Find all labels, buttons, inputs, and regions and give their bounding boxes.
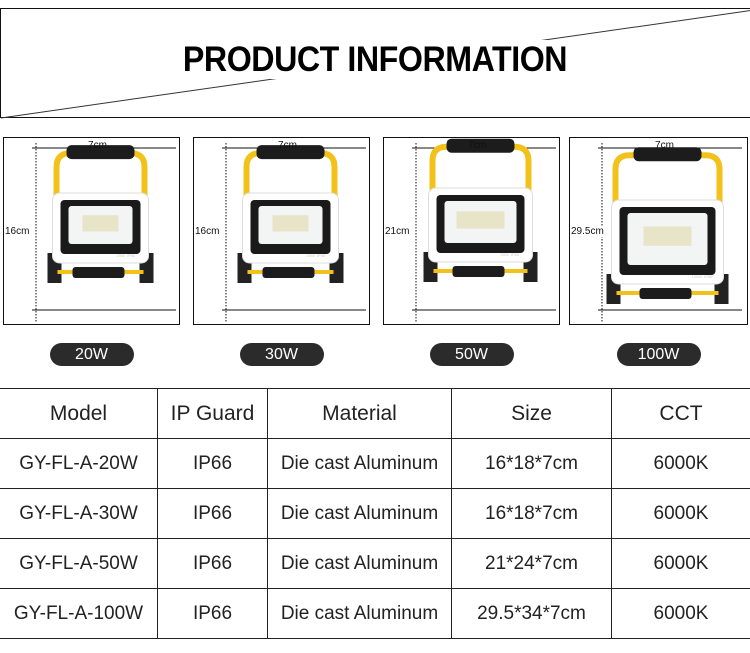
cell-ip-guard: IP66 xyxy=(157,488,268,539)
spec-table: Model IP Guard Material Size CCT GY-FL-A… xyxy=(0,388,750,639)
cell-ip-guard: IP66 xyxy=(157,588,268,639)
width-dimension: 7cm xyxy=(88,140,107,151)
floodlight-illustration xyxy=(32,143,176,322)
cell-material: Die cast Aluminum xyxy=(267,588,452,639)
col-model: Model xyxy=(0,388,158,439)
col-cct: CCT xyxy=(611,388,750,439)
height-dimension: 29.5cm xyxy=(571,226,604,237)
lamp-rating-label: 20W IP66 xyxy=(116,253,136,258)
page-title: PRODUCT INFORMATION xyxy=(30,40,720,80)
cell-cct: 6000K xyxy=(611,488,750,539)
power-badge-20w: 20W xyxy=(49,343,134,366)
product-image-100w: 7cm 29.5cm 100W IP66 xyxy=(569,137,748,325)
cell-material: Die cast Aluminum xyxy=(267,538,452,589)
product-image-30w: 7cm 16cm 30W IP66 xyxy=(193,137,370,325)
cell-model: GY-FL-A-20W xyxy=(0,438,158,489)
cell-cct: 6000K xyxy=(611,588,750,639)
floodlight-illustration xyxy=(412,138,556,322)
cell-size: 21*24*7cm xyxy=(451,538,612,589)
col-material: Material xyxy=(267,388,452,439)
lamp-rating-label: 100W IP66 xyxy=(691,274,713,279)
cell-material: Die cast Aluminum xyxy=(267,488,452,539)
power-badge-100w: 100W xyxy=(616,343,701,366)
width-dimension: 7cm xyxy=(655,140,674,151)
col-size: Size xyxy=(451,388,612,439)
col-ip-guard: IP Guard xyxy=(157,388,268,439)
cell-size: 29.5*34*7cm xyxy=(451,588,612,639)
table-row: GY-FL-A-20W IP66 Die cast Aluminum 16*18*7c… xyxy=(0,438,750,489)
cell-cct: 6000K xyxy=(611,538,750,589)
product-image-50w: 7cm 21cm 50W IP66 xyxy=(383,137,560,325)
height-dimension: 16cm xyxy=(195,226,220,237)
cell-size: 16*18*7cm xyxy=(451,438,612,489)
lamp-rating-label: 30W IP66 xyxy=(306,253,326,258)
cell-model: GY-FL-A-30W xyxy=(0,488,158,539)
table-row: GY-FL-A-30W IP66 Die cast Aluminum 16*18*7c… xyxy=(0,488,750,539)
cell-material: Die cast Aluminum xyxy=(267,438,452,489)
cell-ip-guard: IP66 xyxy=(157,538,268,589)
height-dimension: 21cm xyxy=(385,226,410,237)
product-image-20w: 7cm 16cm 20W IP66 xyxy=(3,137,180,325)
table-row: GY-FL-A-50W IP66 Die cast Aluminum 21*24*7c… xyxy=(0,538,750,589)
width-dimension: 7cm xyxy=(468,140,487,151)
cell-size: 16*18*7cm xyxy=(451,488,612,539)
power-badge-50w: 50W xyxy=(429,343,514,366)
cell-model: GY-FL-A-50W xyxy=(0,538,158,589)
cell-model: GY-FL-A-100W xyxy=(0,588,158,639)
height-dimension: 16cm xyxy=(5,226,30,237)
cell-ip-guard: IP66 xyxy=(157,438,268,489)
floodlight-illustration xyxy=(222,143,366,322)
table-row: GY-FL-A-100W IP66 Die cast Aluminum 29.5*34… xyxy=(0,588,750,639)
width-dimension: 7cm xyxy=(278,140,297,151)
lamp-rating-label: 50W IP66 xyxy=(500,252,520,257)
power-badge-30w: 30W xyxy=(239,343,324,366)
floodlight-illustration xyxy=(598,143,742,322)
cell-cct: 6000K xyxy=(611,438,750,489)
